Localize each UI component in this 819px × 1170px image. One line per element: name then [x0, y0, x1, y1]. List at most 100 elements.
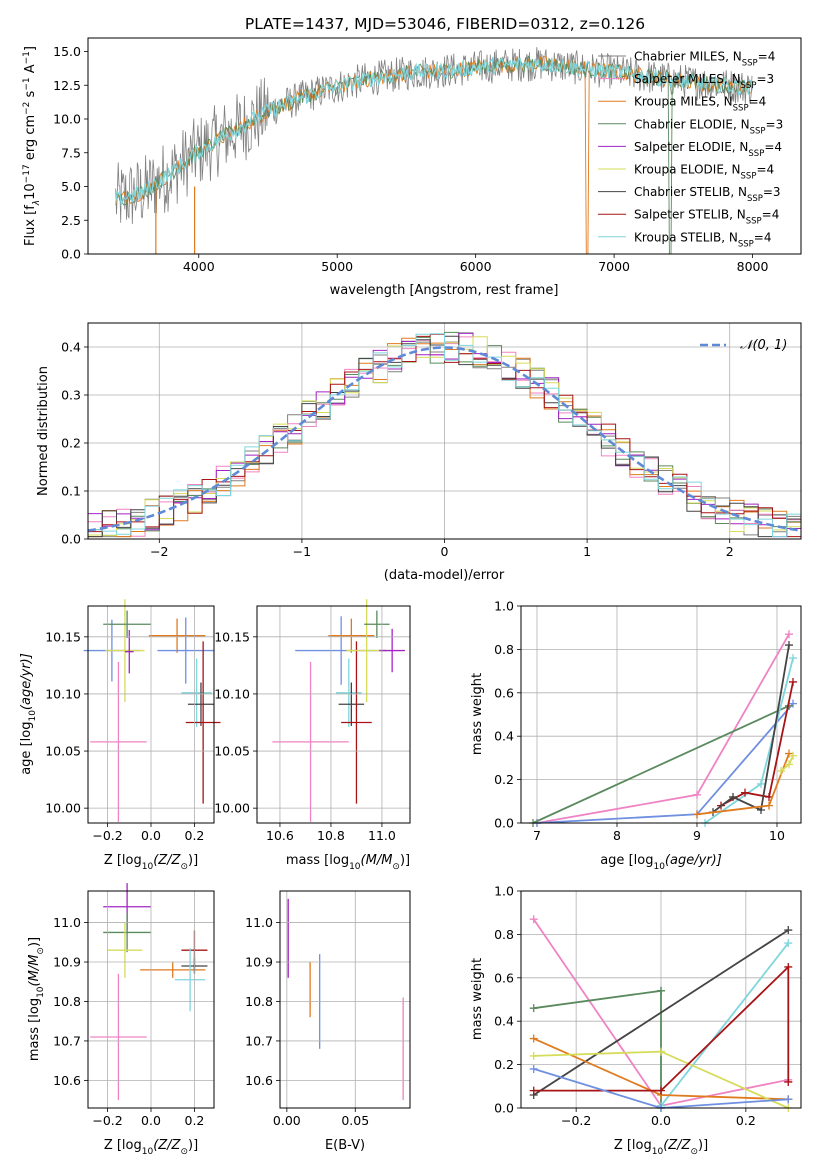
y-tick-label: 0.2 [61, 436, 81, 451]
weight-vs-z-ylabel: mass weight [470, 958, 485, 1040]
weight-marker [789, 751, 797, 760]
y-tick-label: 0.3 [61, 388, 81, 403]
weight-marker [757, 779, 765, 788]
label-part: Z [log [104, 853, 142, 868]
plot-frame [87, 322, 802, 540]
legend-n: =4 [749, 95, 767, 109]
legend-label: Chabrier ELODIE, NSSP=3 [634, 117, 783, 136]
gaussian-curve [88, 346, 801, 532]
y-tick-label: 10.00 [45, 801, 81, 816]
x-tick-label: −1 [293, 544, 311, 559]
x-tick-label: −2 [150, 544, 168, 559]
x-tick-label: −0.2 [561, 1113, 591, 1128]
y-tick-label: 10.15 [214, 629, 250, 644]
y-tick-label: 11.0 [53, 915, 81, 930]
label-part: 10 [653, 862, 665, 872]
weight-marker [693, 790, 701, 799]
label-part: ⊙ [180, 862, 188, 872]
x-tick-label: 0.2 [185, 1113, 205, 1128]
y-tick-label: 10.15 [45, 629, 81, 644]
x-tick-label: 0.0 [141, 828, 161, 843]
label-part: 10 [23, 183, 38, 200]
label-part: 10 [36, 986, 46, 998]
weight-marker [785, 630, 793, 639]
y-tick-label: 0.6 [494, 970, 514, 985]
y-tick-label: 2.5 [61, 213, 81, 228]
weight-marker [785, 641, 793, 650]
weight-marker [529, 1004, 538, 1013]
mass_vs_Z-axes: −0.2 0.0 0.210.610.710.810.911.0Z [log10(Z… [27, 883, 215, 1157]
legend-label: Salpeter MILES, NSSP=3 [634, 72, 774, 91]
y-tick-label: 10.7 [53, 1033, 81, 1048]
label-part: (age/yr)] [19, 653, 34, 710]
histogram-step [88, 333, 801, 538]
x-tick-label: 0.00 [273, 1113, 301, 1128]
weight-marker [784, 962, 793, 971]
weight-series-line [660, 942, 790, 1107]
legend-sub: SSP [741, 172, 757, 182]
label-part: )] [188, 1138, 198, 1153]
weight-vs-z-xlabel: Z [log10(Z/Z⊙)] [614, 1138, 708, 1157]
plot-frame [87, 37, 802, 255]
legend-n: =4 [762, 208, 780, 222]
x-tick-label: 0.2 [736, 1113, 756, 1128]
legend-sub: SSP [742, 59, 758, 69]
residuals-ylabel: Normed distribution [36, 366, 51, 496]
legend-text: Chabrier ELODIE, N [634, 117, 750, 131]
legend-n: =3 [766, 117, 784, 131]
legend-label: Chabrier MILES, NSSP=4 [634, 50, 775, 69]
weight-marker [529, 1064, 538, 1073]
x-tick-label: 10.8 [317, 828, 345, 843]
figure-title: PLATE=1437, MJD=53046, FIBERID=0312, z=0… [245, 15, 645, 33]
legend-text: Salpeter MILES, N [634, 72, 741, 86]
spectrum-model-line [115, 56, 754, 208]
y-tick-label: 0.2 [494, 772, 514, 787]
weight-marker [789, 677, 797, 686]
weight-vs-age-xlabel: age [log10(age/yr)] [600, 853, 722, 872]
label-part: 10 [652, 1147, 664, 1157]
label-part: )] [400, 853, 410, 868]
spectrum-ylabel: Flux [fλ10−17 erg cm−2 s−1 A−1] [22, 46, 42, 246]
y-tick-label: 10.10 [45, 686, 81, 701]
label-part: λ [32, 200, 42, 206]
y-tick-label: 11.0 [245, 915, 273, 930]
y-tick-label: 0.4 [61, 340, 81, 355]
x-tick-label: 0.2 [185, 828, 205, 843]
residuals-xlabel: (data-model)/error [384, 568, 505, 583]
label-part: ⊙ [690, 1147, 698, 1157]
label-part: erg cm [23, 115, 38, 164]
weight-marker [529, 1034, 538, 1043]
legend-label: Chabrier STELIB, NSSP=3 [634, 185, 781, 204]
mass_vs_EBV-axes: 0.00 0.05 10.6 10.7 10.8 10.9 11.0 E(B-V) [245, 890, 411, 1153]
legend-n: =4 [754, 230, 772, 244]
legend-text: Salpeter STELIB, N [634, 208, 746, 222]
y-tick-label: 10.05 [45, 744, 81, 759]
legend-label: 𝒩(0, 1) [740, 338, 787, 353]
weight-marker [657, 1047, 665, 1056]
histogram-step [88, 333, 801, 538]
legend-text: Kroupa ELODIE, N [634, 163, 741, 177]
age-vs-z-ylabel: age [log10(age/yr)] [19, 653, 38, 775]
weight-series-line [533, 989, 662, 1010]
age_vs_mass-axes: 10.6 10.8 11.0 10.00 10.05 10.10 10.15 mass [lo… [214, 599, 411, 872]
y-tick-label: 10.10 [214, 686, 250, 701]
weight-marker [529, 915, 538, 924]
legend-sub: SSP [738, 239, 754, 249]
label-part: age [log [600, 853, 653, 868]
weight-series-line [704, 657, 794, 824]
label-part: ⊙ [180, 1147, 188, 1157]
legend-label: Kroupa MILES, NSSP=4 [634, 95, 766, 114]
spectrum-model-line [115, 55, 753, 254]
x-tick-label: 10 [769, 828, 785, 843]
label-part: age [log [19, 722, 34, 775]
y-tick-label: 0.0 [61, 532, 81, 547]
legend-n: =4 [764, 140, 782, 154]
y-tick-label: 12.5 [53, 78, 81, 93]
legend-label: Salpeter ELODIE, NSSP=4 [634, 140, 782, 159]
label-part: )] [698, 1138, 708, 1153]
y-tick-label: 0.0 [61, 247, 81, 262]
label-part: Z [log [614, 1138, 652, 1153]
weight-marker [657, 1086, 665, 1095]
y-tick-label: 10.00 [214, 801, 250, 816]
